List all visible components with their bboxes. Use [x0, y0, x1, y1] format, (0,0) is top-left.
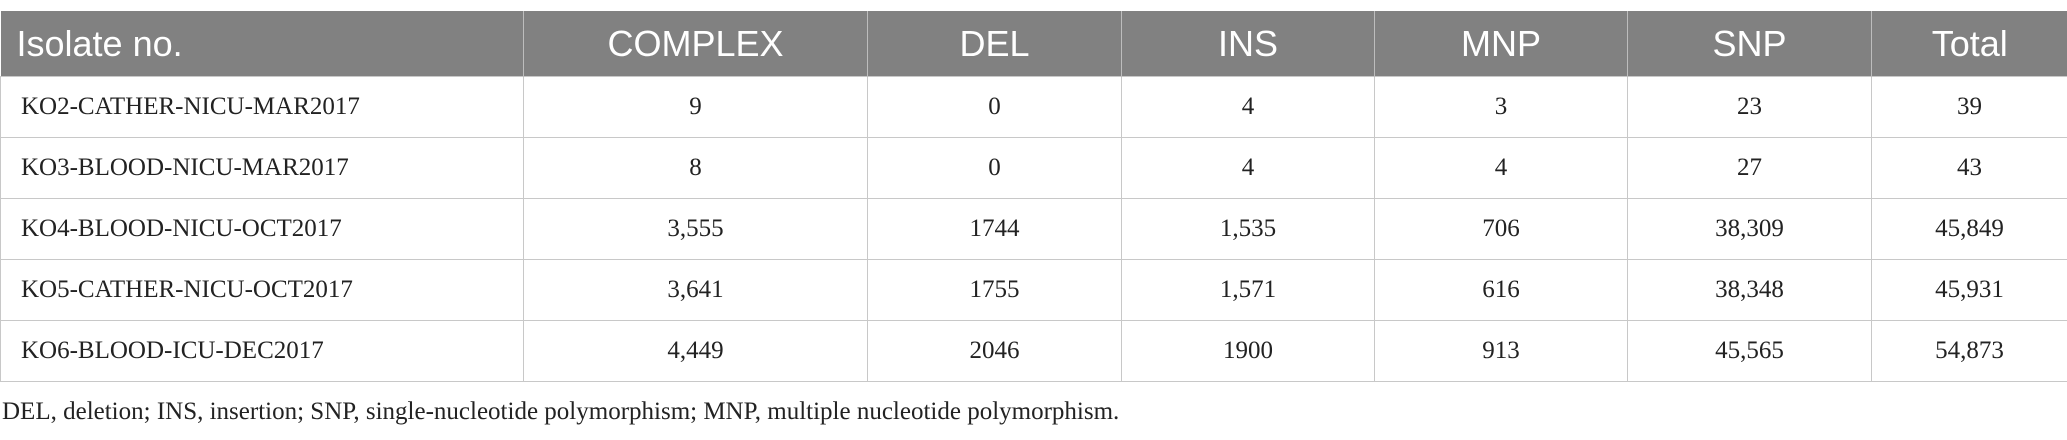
count-cell: 1900 — [1121, 320, 1375, 382]
count-cell: 43 — [1871, 137, 2067, 199]
count-cell: 45,565 — [1627, 320, 1872, 382]
header-cell: Isolate no. — [0, 11, 524, 77]
count-cell: 38,348 — [1627, 259, 1872, 321]
table-body: KO2-CATHER-NICU-MAR2017 9 0 4 3 23 39 KO3-BLOOD… — [0, 76, 2067, 382]
count-cell: 54,873 — [1871, 320, 2067, 382]
count-cell: 706 — [1374, 198, 1628, 260]
count-cell: 8 — [523, 137, 868, 199]
table-row: KO5-CATHER-NICU-OCT2017 3,641 1755 1,571 616… — [0, 259, 2067, 321]
count-cell: 45,849 — [1871, 198, 2067, 260]
table-wrap: Isolate no. COMPLEX DEL INS MNP SNP Total KO2-… — [0, 11, 2067, 382]
isolate-cell: KO4-BLOOD-NICU-OCT2017 — [0, 198, 524, 260]
footnote: DEL, deletion; INS, insertion; SNP, sing… — [2, 398, 1120, 425]
count-cell: 1744 — [867, 198, 1122, 260]
count-cell: 3,641 — [523, 259, 868, 321]
count-cell: 2046 — [867, 320, 1122, 382]
count-cell: 3 — [1374, 76, 1628, 138]
count-cell: 1755 — [867, 259, 1122, 321]
count-cell: 27 — [1627, 137, 1872, 199]
header-cell: Total — [1871, 11, 2067, 77]
count-cell: 23 — [1627, 76, 1872, 138]
table-row: KO6-BLOOD-ICU-DEC2017 4,449 2046 1900 913 45,… — [0, 320, 2067, 382]
isolate-cell: KO3-BLOOD-NICU-MAR2017 — [0, 137, 524, 199]
count-cell: 1,535 — [1121, 198, 1375, 260]
table: Isolate no. COMPLEX DEL INS MNP SNP Total KO2-… — [0, 11, 2067, 382]
count-cell: 4 — [1374, 137, 1628, 199]
count-cell: 9 — [523, 76, 868, 138]
count-cell: 913 — [1374, 320, 1628, 382]
count-cell: 4,449 — [523, 320, 868, 382]
count-cell: 1,571 — [1121, 259, 1375, 321]
header-row: Isolate no. COMPLEX DEL INS MNP SNP Total — [0, 11, 2067, 77]
isolate-cell: KO6-BLOOD-ICU-DEC2017 — [0, 320, 524, 382]
count-cell: 3,555 — [523, 198, 868, 260]
header-cell: SNP — [1627, 11, 1872, 77]
table-row: KO4-BLOOD-NICU-OCT2017 3,555 1744 1,535 706 3… — [0, 198, 2067, 260]
count-cell: 0 — [867, 76, 1122, 138]
header-cell: MNP — [1374, 11, 1628, 77]
isolate-cell: KO5-CATHER-NICU-OCT2017 — [0, 259, 524, 321]
count-cell: 0 — [867, 137, 1122, 199]
count-cell: 45,931 — [1871, 259, 2067, 321]
count-cell: 616 — [1374, 259, 1628, 321]
table-row: KO3-BLOOD-NICU-MAR2017 8 0 4 4 27 43 — [0, 137, 2067, 199]
count-cell: 38,309 — [1627, 198, 1872, 260]
header-cell: DEL — [867, 11, 1122, 77]
count-cell: 39 — [1871, 76, 2067, 138]
isolate-cell: KO2-CATHER-NICU-MAR2017 — [0, 76, 524, 138]
count-cell: 4 — [1121, 137, 1375, 199]
count-cell: 4 — [1121, 76, 1375, 138]
header-cell: COMPLEX — [523, 11, 868, 77]
table-row: KO2-CATHER-NICU-MAR2017 9 0 4 3 23 39 — [0, 76, 2067, 138]
header-cell: INS — [1121, 11, 1375, 77]
